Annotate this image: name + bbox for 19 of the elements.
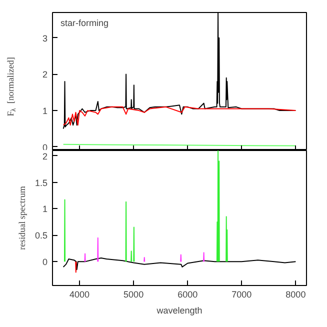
y-tick-label: 2 — [42, 151, 48, 162]
y-tick-label: 0.5 — [34, 230, 48, 241]
y-tick-label: 1.5 — [34, 178, 48, 188]
x-tick-label: 5000 — [124, 290, 144, 300]
x-tick-label: 6000 — [178, 290, 198, 300]
y-tick-label: 3 — [42, 33, 48, 44]
x-axis-title: wavelength — [156, 306, 202, 316]
y-tick-label: 1 — [42, 204, 48, 214]
y-axis-title: residual spectrum — [16, 186, 27, 250]
x-tick-label: 8000 — [286, 290, 306, 300]
x-tick-label: 7000 — [232, 290, 252, 300]
x-tick-label: 4000 — [70, 290, 90, 300]
annotation: star-forming — [60, 18, 109, 28]
y-tick-label: 2 — [42, 70, 48, 80]
line-series — [62, 106, 296, 126]
y-tick-label: 0 — [42, 142, 48, 152]
y-tick-label: 0 — [42, 257, 48, 268]
y-tick-label: 1 — [42, 106, 48, 116]
line-series — [62, 257, 296, 270]
